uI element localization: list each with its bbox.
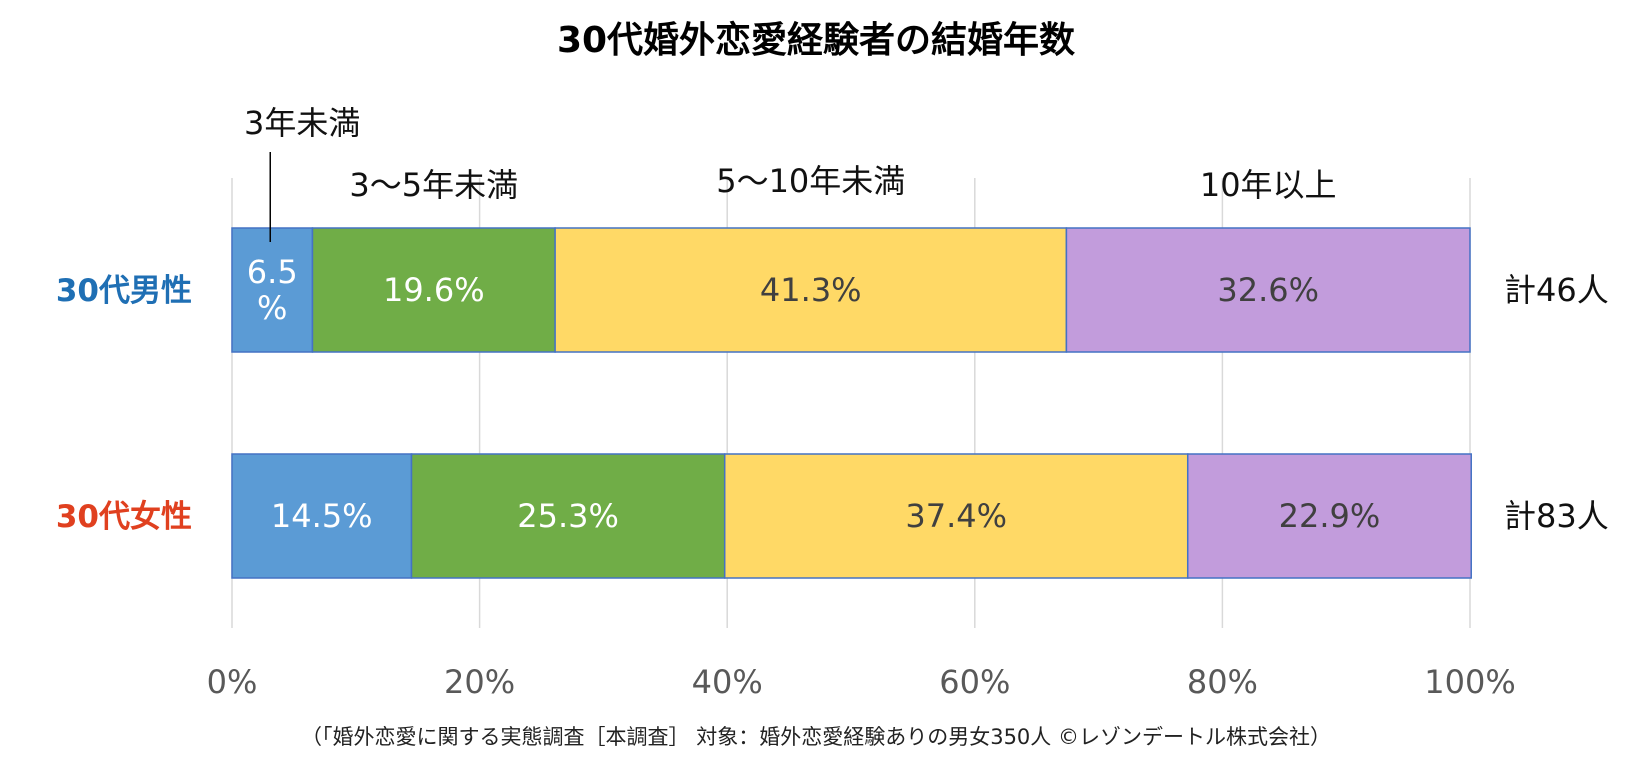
bar-segment — [1186, 453, 1472, 579]
x-tick-label: 100% — [1424, 663, 1515, 701]
category-label: 30代女性 — [56, 499, 192, 535]
series-label: 10年以上 — [1200, 166, 1337, 204]
data-label: 37.4% — [905, 497, 1007, 535]
bar-segment — [231, 453, 413, 579]
data-label: 19.6% — [383, 271, 485, 309]
data-label: 14.5% — [271, 497, 373, 535]
bar-segment — [231, 227, 314, 353]
segment-labels: 6.5% 19.6% 41.3% 32.6% 14.5% 25.3% 37.4% 22.9% — [247, 253, 1381, 535]
category-label: 30代男性 — [56, 273, 192, 309]
x-tick-label: 40% — [692, 663, 763, 701]
data-label: 22.9% — [1279, 497, 1381, 535]
data-label-line: 6.5 — [247, 253, 298, 291]
series-labels: 3年未満 3～5年未満 5～10年未満 10年以上 — [244, 104, 1337, 242]
data-label: 32.6% — [1217, 271, 1319, 309]
x-tick-label: 0% — [207, 663, 258, 701]
bar-segment — [723, 453, 1189, 579]
x-tick-label: 20% — [444, 663, 515, 701]
total-count: 計83人 — [1504, 497, 1609, 535]
x-axis-ticks: 0% 20% 40% 60% 80% 100% — [207, 663, 1516, 701]
bar-segment — [410, 453, 726, 579]
data-label: 6.5% — [247, 253, 298, 327]
x-tick-label: 80% — [1187, 663, 1258, 701]
x-tick-label: 60% — [939, 663, 1010, 701]
bar-segment — [1065, 227, 1471, 353]
bar-segments — [231, 227, 1472, 579]
source-note: （「婚外恋愛に関する実態調査［本調査］ 対象：婚外恋愛経験ありの男女350人 ©… — [301, 725, 1331, 749]
category-labels: 30代男性 30代女性 — [56, 273, 192, 535]
data-label: 41.3% — [760, 271, 862, 309]
bar-segment — [554, 227, 1068, 353]
series-label: 5～10年未満 — [716, 162, 905, 200]
series-label: 3年未満 — [244, 104, 360, 142]
data-label: 25.3% — [517, 497, 619, 535]
series-label: 3～5年未満 — [349, 166, 518, 204]
total-count: 計46人 — [1504, 271, 1609, 309]
data-label-line: % — [257, 289, 287, 327]
chart-title: 30代婚外恋愛経験者の結婚年数 — [557, 19, 1075, 61]
